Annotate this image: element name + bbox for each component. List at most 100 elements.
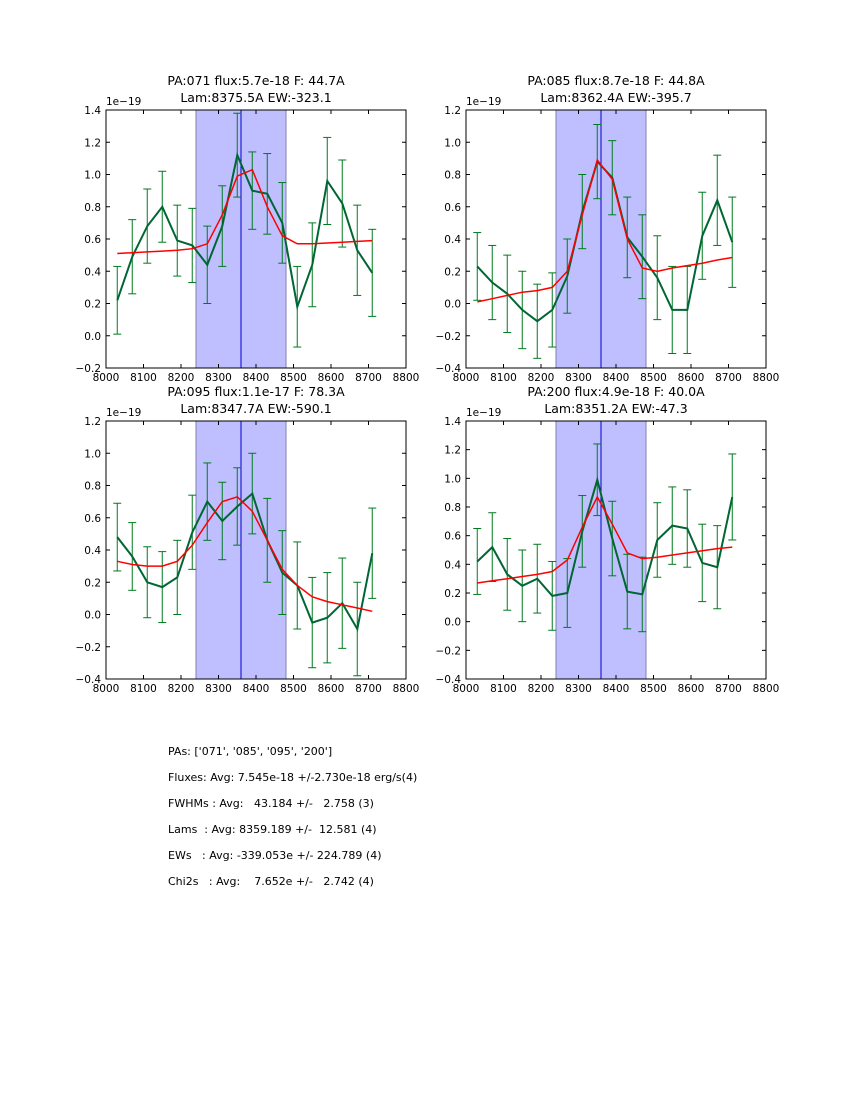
x-tick-label: 8600 xyxy=(678,372,705,384)
y-tick-label: 1.0 xyxy=(84,448,101,460)
y-offset-label: 1e−19 xyxy=(106,407,141,419)
y-offset-label: 1e−19 xyxy=(106,96,141,108)
y-offset-label: 1e−19 xyxy=(466,96,501,108)
stats-lams: Lams : Avg: 8359.189 +/- 12.581 (4) xyxy=(168,823,377,836)
y-tick-label: 1.2 xyxy=(444,105,461,117)
subplot-title-line2: Lam:8347.7A EW:-590.1 xyxy=(180,401,331,416)
series-fit-line xyxy=(117,168,373,255)
y-tick-label: 1.2 xyxy=(444,445,461,457)
y-tick-label: 1.2 xyxy=(84,416,101,428)
x-tick-label: 8100 xyxy=(490,683,517,695)
stats-block: PAs: ['071', '085', '095', '200'] Fluxes… xyxy=(168,745,417,901)
y-tick-label: 0.4 xyxy=(84,266,101,278)
subplot-title-line1: PA:095 flux:1.1e-17 F: 78.3A xyxy=(167,384,345,399)
y-tick-label: 0.6 xyxy=(84,513,101,525)
subplot-4: 8000 8100 8200 8300 8400 8500 8600 8700 8800 −0.4… xyxy=(436,384,780,695)
y-tick-label: 0.4 xyxy=(444,234,461,246)
x-tick-label: 8800 xyxy=(753,372,780,384)
subplot-title-line1: PA:085 flux:8.7e-18 F: 44.8A xyxy=(527,73,705,88)
x-tick-label: 8800 xyxy=(753,683,780,695)
y-tick-label: −0.4 xyxy=(436,363,462,375)
y-tick-label: 0.8 xyxy=(84,481,101,493)
y-offset-label: 1e−19 xyxy=(466,407,501,419)
subplot-title-line1: PA:200 flux:4.9e-18 F: 40.0A xyxy=(527,384,705,399)
y-tick-label: 0.6 xyxy=(444,531,461,543)
x-tick-label: 8600 xyxy=(678,683,705,695)
x-tick-label: 8800 xyxy=(393,372,420,384)
y-tick-label: 1.4 xyxy=(84,105,101,117)
x-tick-label: 8400 xyxy=(243,683,270,695)
error-bar xyxy=(728,453,737,541)
y-tick-label: 1.0 xyxy=(444,137,461,149)
y-tick-label: 0.2 xyxy=(444,266,461,278)
stats-ews: EWs : Avg: -339.053e +/- 224.789 (4) xyxy=(168,849,382,862)
x-tick-label: 8600 xyxy=(318,372,345,384)
x-tick-label: 8000 xyxy=(453,372,480,384)
figure-canvas: 8000 8100 8200 8300 8400 8500 8600 8700 8800 −0.2… xyxy=(76,73,780,695)
y-tick-label: 0.4 xyxy=(84,545,101,557)
x-tick-label: 8600 xyxy=(318,683,345,695)
x-tick-label: 8300 xyxy=(565,372,592,384)
x-tick-label: 8500 xyxy=(280,372,307,384)
x-tick-label: 8000 xyxy=(453,683,480,695)
error-bar xyxy=(473,528,482,595)
series-fit-line xyxy=(477,495,733,584)
y-tick-label: 1.4 xyxy=(444,416,461,428)
series-fit-line xyxy=(477,158,733,303)
x-tick-label: 8000 xyxy=(93,683,120,695)
y-tick-label: −0.2 xyxy=(76,642,102,654)
x-tick-label: 8800 xyxy=(393,683,420,695)
subplot-3: 8000 8100 8200 8300 8400 8500 8600 8700 8800 −0.4… xyxy=(76,384,420,695)
x-tick-label: 8000 xyxy=(93,372,120,384)
y-tick-label: 0.6 xyxy=(444,202,461,214)
y-tick-label: 1.0 xyxy=(444,473,461,485)
x-tick-label: 8100 xyxy=(490,372,517,384)
stats-pas: PAs: ['071', '085', '095', '200'] xyxy=(168,745,333,758)
y-tick-label: −0.2 xyxy=(436,645,462,657)
x-tick-label: 8500 xyxy=(280,683,307,695)
x-tick-label: 8300 xyxy=(205,372,232,384)
y-tick-label: 1.0 xyxy=(84,170,101,182)
error-bar xyxy=(728,196,737,288)
x-tick-label: 8400 xyxy=(603,683,630,695)
subplot-title-line1: PA:071 flux:5.7e-18 F: 44.7A xyxy=(167,73,345,88)
stats-chi2s: Chi2s : Avg: 7.652e +/- 2.742 (4) xyxy=(168,875,374,888)
x-tick-label: 8700 xyxy=(355,372,382,384)
x-tick-label: 8300 xyxy=(205,683,232,695)
y-tick-label: 0.8 xyxy=(84,202,101,214)
y-tick-label: 0.2 xyxy=(444,588,461,600)
x-tick-label: 8500 xyxy=(640,683,667,695)
y-tick-label: 0.0 xyxy=(444,617,461,629)
y-tick-label: 0.8 xyxy=(444,170,461,182)
subplot-2: 8000 8100 8200 8300 8400 8500 8600 8700 8800 −0.4… xyxy=(436,73,780,384)
y-tick-label: 0.0 xyxy=(84,331,101,343)
x-tick-label: 8400 xyxy=(603,372,630,384)
x-tick-label: 8700 xyxy=(715,683,742,695)
x-tick-label: 8200 xyxy=(168,683,195,695)
y-tick-label: 0.2 xyxy=(84,299,101,311)
x-tick-label: 8700 xyxy=(355,683,382,695)
y-tick-label: −0.4 xyxy=(76,674,102,686)
stats-fwhms: FWHMs : Avg: 43.184 +/- 2.758 (3) xyxy=(168,797,374,810)
y-tick-label: 0.2 xyxy=(84,577,101,589)
x-tick-label: 8700 xyxy=(715,372,742,384)
error-bar xyxy=(113,502,122,572)
y-tick-label: −0.2 xyxy=(76,363,102,375)
y-tick-label: 0.0 xyxy=(84,610,101,622)
y-tick-label: 0.0 xyxy=(444,299,461,311)
x-tick-label: 8200 xyxy=(168,372,195,384)
stats-fluxes: Fluxes: Avg: 7.545e-18 +/-2.730e-18 erg/… xyxy=(168,771,418,784)
x-tick-label: 8100 xyxy=(130,683,157,695)
x-tick-label: 8300 xyxy=(565,683,592,695)
x-tick-label: 8100 xyxy=(130,372,157,384)
subplot-title-line2: Lam:8362.4A EW:-395.7 xyxy=(540,90,691,105)
y-tick-label: 1.2 xyxy=(84,137,101,149)
x-tick-label: 8200 xyxy=(528,683,555,695)
y-tick-label: 0.8 xyxy=(444,502,461,514)
x-tick-label: 8400 xyxy=(243,372,270,384)
y-tick-label: −0.2 xyxy=(436,331,462,343)
subplot-title-line2: Lam:8375.5A EW:-323.1 xyxy=(180,90,331,105)
series-fit-line xyxy=(117,495,373,613)
subplot-1: 8000 8100 8200 8300 8400 8500 8600 8700 8800 −0.2… xyxy=(76,73,420,384)
